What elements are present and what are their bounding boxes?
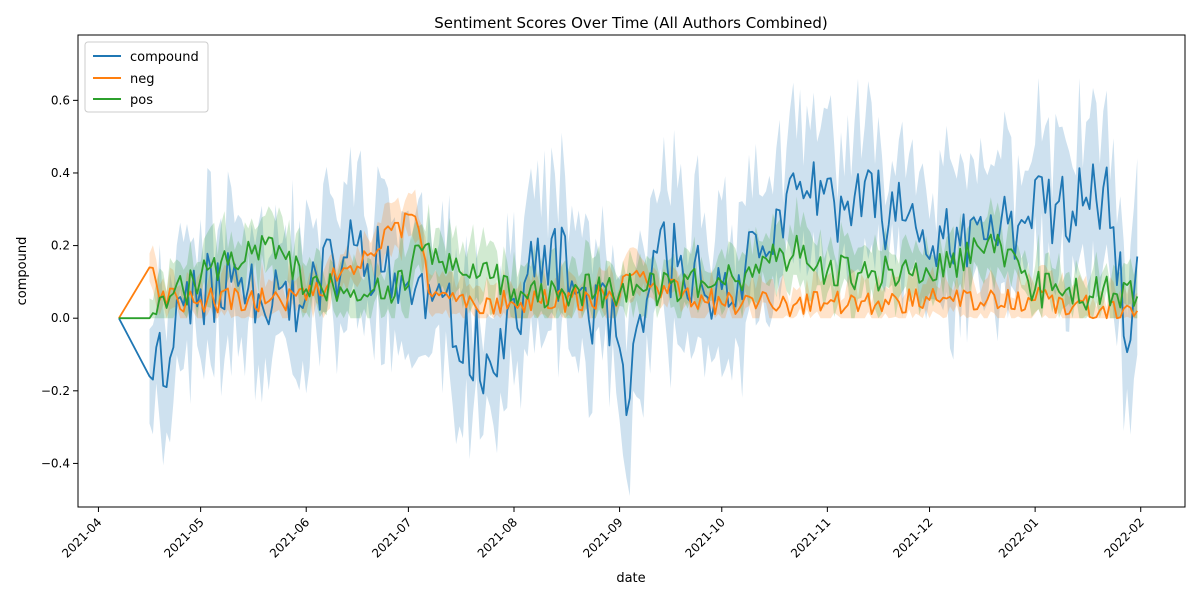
series-lines xyxy=(118,161,1139,417)
legend-label-compound: compound xyxy=(130,50,199,65)
y-axis-label: compound xyxy=(15,237,30,306)
confidence-band-neg xyxy=(149,189,1138,319)
series-line-compound xyxy=(118,161,1139,417)
legend-label-pos: pos xyxy=(130,93,153,108)
chart-title: Sentiment Scores Over Time (All Authors … xyxy=(434,14,828,32)
y-axis: −0.4 −0.2 0.0 0.2 0.4 0.6 xyxy=(41,93,78,470)
series-line-pos xyxy=(118,233,1139,320)
y-tick-label: 0.2 xyxy=(51,239,70,253)
x-axis-label: date xyxy=(616,571,645,586)
confidence-band-compound xyxy=(149,78,1138,496)
y-tick-label: 0.0 xyxy=(51,311,70,325)
legend-box xyxy=(84,41,209,113)
y-tick-label: −0.4 xyxy=(41,456,70,470)
y-tick-label: −0.2 xyxy=(41,384,70,398)
y-tick-label: 0.6 xyxy=(51,93,70,107)
legend-label-neg: neg xyxy=(130,72,155,87)
y-tick-label: 0.4 xyxy=(51,166,70,180)
legend: compound neg pos xyxy=(84,41,209,113)
plot-frame xyxy=(77,34,1186,508)
